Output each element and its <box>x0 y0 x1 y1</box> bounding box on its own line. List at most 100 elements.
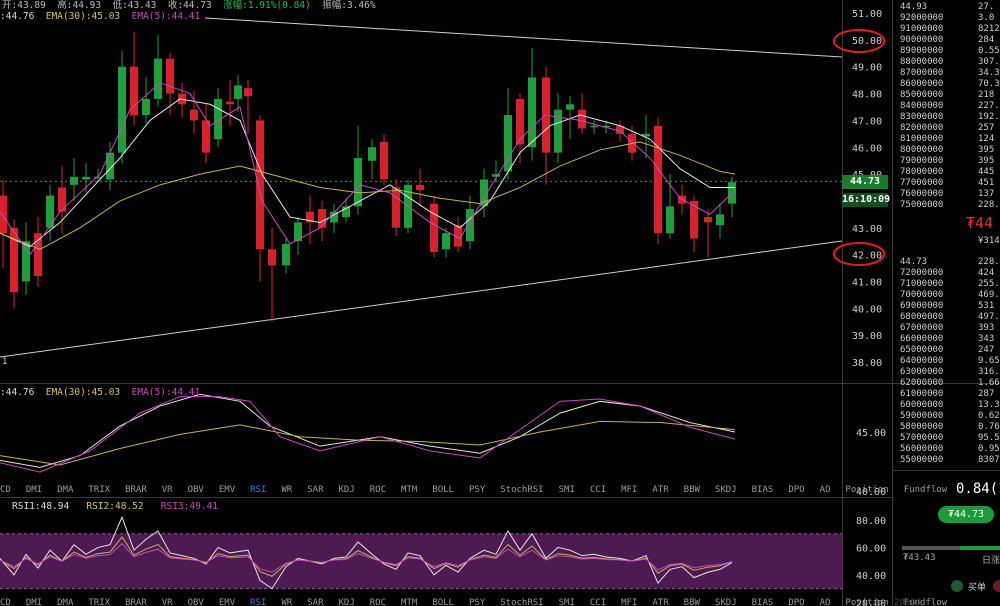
indicator-tab-stochrsi[interactable]: StochRSI <box>500 598 544 606</box>
buy-label[interactable]: 买单 <box>968 583 987 593</box>
orderbook-ask-top[interactable]: 44.93 27. <box>900 2 994 12</box>
orderbook-ask-row[interactable]: 88000000 307. <box>900 57 1000 67</box>
indicator-tab-dmi[interactable]: DMI <box>25 485 43 495</box>
indicator-tab-atr[interactable]: ATR <box>652 598 669 606</box>
indicator-tab-bbw[interactable]: BBW <box>683 598 700 606</box>
orderbook-bid-row[interactable]: 56000000 0.95 <box>900 444 1000 454</box>
indicator-tab-dpo[interactable]: DPO <box>788 598 805 606</box>
indicator-tab-wr[interactable]: WR <box>281 598 293 606</box>
indicator-tab-psy[interactable]: PSY <box>468 598 486 606</box>
orderbook-ask-row[interactable]: 75000000 228. <box>900 200 1000 210</box>
orderbook-ask-row[interactable]: 83000000 192. <box>900 112 1000 122</box>
indicator-tab-mfi[interactable]: MFI <box>621 598 638 606</box>
indicator-tab-stochrsi[interactable]: StochRSI <box>500 485 544 495</box>
indicator-tab-roc[interactable]: ROC <box>369 485 387 495</box>
orderbook-ask-row[interactable]: 80000000 395 <box>900 145 994 155</box>
indicator-tab-skdj[interactable]: SKDJ <box>714 598 737 606</box>
indicator-tab-vr[interactable]: VR <box>161 598 173 606</box>
indicator-tab-sar[interactable]: SAR <box>307 485 324 495</box>
orderbook-ask-row[interactable]: 81000000 124 <box>900 134 994 144</box>
orderbook-bid-row[interactable]: 60000000 13.3 <box>900 400 1000 410</box>
orderbook-ask-row[interactable]: 91000000 8212 <box>900 24 1000 34</box>
orderbook-ask-row[interactable]: 79000000 395 <box>900 156 994 166</box>
indicator-tab-kdj[interactable]: KDJ <box>338 598 355 606</box>
indicator-tab-dpo[interactable]: DPO <box>788 485 805 495</box>
indicator-tab-mtm[interactable]: MTM <box>401 598 418 606</box>
indicator-tab-mtm[interactable]: MTM <box>401 485 418 495</box>
indicator-tab-vr[interactable]: VR <box>161 485 173 495</box>
indicator-tab-skdj[interactable]: SKDJ <box>714 485 737 495</box>
indicator-tab-obv[interactable]: OBV <box>187 485 204 495</box>
indicator-tab-fundflow[interactable]: Fundflow <box>903 485 948 495</box>
indicator-tab-cd[interactable]: CD <box>0 485 11 495</box>
sell-dot-icon[interactable] <box>993 580 1000 592</box>
indicator-tab-cci[interactable]: CCI <box>589 485 607 495</box>
orderbook-bid-row[interactable]: 55000000 8307 <box>900 455 1000 465</box>
indicator-tab-dmi[interactable]: DMI <box>25 598 43 606</box>
indicator-tab-dma[interactable]: DMA <box>57 598 74 606</box>
orderbook-bid-row[interactable]: 69000000 531 <box>900 301 994 311</box>
indicator-tab-mfi[interactable]: MFI <box>621 485 638 495</box>
indicator-tab-bias[interactable]: BIAS <box>751 485 774 495</box>
indicator-tab-rsi[interactable]: RSI <box>250 485 267 495</box>
indicator-tab-bbw[interactable]: BBW <box>683 485 700 495</box>
indicator-tab-cci[interactable]: CCI <box>589 598 607 606</box>
indicator-tab-position[interactable]: Position <box>845 598 889 606</box>
indicator-tab-ao[interactable]: AO <box>819 598 831 606</box>
indicator-tab-brar[interactable]: BRAR <box>125 485 147 495</box>
indicator-tab-smi[interactable]: SMI <box>558 485 575 495</box>
indicator-tab-emv[interactable]: EMV <box>218 485 236 495</box>
indicator-tab-rsi[interactable]: RSI <box>250 598 267 606</box>
indicator-tab-boll[interactable]: BOLL <box>432 485 454 495</box>
orderbook-bid-row[interactable]: 59000000 0.62 <box>900 411 1000 421</box>
indicator-tab-ao[interactable]: AO <box>819 485 831 495</box>
indicator-tab-bias[interactable]: BIAS <box>751 598 774 606</box>
indicator-tab-brar[interactable]: BRAR <box>125 598 147 606</box>
orderbook-ask-row[interactable]: 85000000 218 <box>900 90 994 100</box>
indicator-tab-smi[interactable]: SMI <box>558 598 575 606</box>
indicator-tab-psy[interactable]: PSY <box>468 485 486 495</box>
orderbook-bid-row[interactable]: 61000000 287 <box>900 389 994 399</box>
orderbook-bid-row[interactable]: 65000000 247 <box>900 345 994 355</box>
orderbook-bid-row[interactable]: 58000000 0.76 <box>900 422 1000 432</box>
orderbook-bid-row[interactable]: 62000000 1.66 <box>900 378 1000 388</box>
orderbook-ask-row[interactable]: 86000000 70.3 <box>900 79 1000 89</box>
orderbook-bid-row[interactable]: 63000000 316. <box>900 367 1000 377</box>
indicator-tab-boll[interactable]: BOLL <box>432 598 454 606</box>
price-pill[interactable]: ₮44.73 <box>938 506 994 523</box>
indicator-tab-emv[interactable]: EMV <box>218 598 236 606</box>
orderbook-bid-row[interactable]: 72000000 424 <box>900 268 994 278</box>
orderbook-bid-row[interactable]: 70000000 469. <box>900 290 1000 300</box>
indicator-tab-obv[interactable]: OBV <box>187 598 204 606</box>
orderbook-bid-top[interactable]: 44.73 228. <box>900 257 1000 267</box>
orderbook-ask-row[interactable]: 84000000 227. <box>900 101 1000 111</box>
orderbook-price: 44.73 <box>900 257 928 267</box>
buy-dot-icon[interactable] <box>951 580 963 592</box>
orderbook-ask-row[interactable]: 92000000 3.0 <box>900 13 994 23</box>
orderbook-ask-row[interactable]: 77000000 451 <box>900 178 994 188</box>
orderbook-bid-row[interactable]: 67000000 393 <box>900 323 994 333</box>
indicator-tab-wr[interactable]: WR <box>281 485 293 495</box>
orderbook-bid-row[interactable]: 66000000 343 <box>900 334 994 344</box>
orderbook-bid-row[interactable]: 57000000 95.5 <box>900 433 1000 443</box>
indicator-tab-dma[interactable]: DMA <box>57 485 74 495</box>
indicator-tab-roc[interactable]: ROC <box>369 598 387 606</box>
indicator-tab-cd[interactable]: CD <box>0 598 11 606</box>
orderbook-ask-row[interactable]: 87000000 34.3 <box>900 68 1000 78</box>
indicator-tab-sar[interactable]: SAR <box>307 598 324 606</box>
orderbook-bid-row[interactable]: 64000000 9.65 <box>900 356 1000 366</box>
orderbook-bid-row[interactable]: 71000000 255. <box>900 279 1000 289</box>
indicator-tab-trix[interactable]: TRIX <box>88 485 111 495</box>
orderbook-ask-row[interactable]: 82000000 257 <box>900 123 994 133</box>
indicator-tab-position[interactable]: Position <box>845 485 889 495</box>
indicator-tab-atr[interactable]: ATR <box>652 485 669 495</box>
indicator-tab-fundflow[interactable]: Fundflow <box>903 598 948 606</box>
orderbook-ask-row[interactable]: 78000000 445 <box>900 167 994 177</box>
orderbook-ask-row[interactable]: 76000000 137 <box>900 189 994 199</box>
orderbook-ask-row[interactable]: 90000000 284 <box>900 35 994 45</box>
orderbook-bid-row[interactable]: 68000000 497. <box>900 312 1000 322</box>
indicator-tab-trix[interactable]: TRIX <box>88 598 111 606</box>
indicator-tab-kdj[interactable]: KDJ <box>338 485 355 495</box>
orderbook-ask-row[interactable]: 89000000 0.55 <box>900 46 1000 56</box>
